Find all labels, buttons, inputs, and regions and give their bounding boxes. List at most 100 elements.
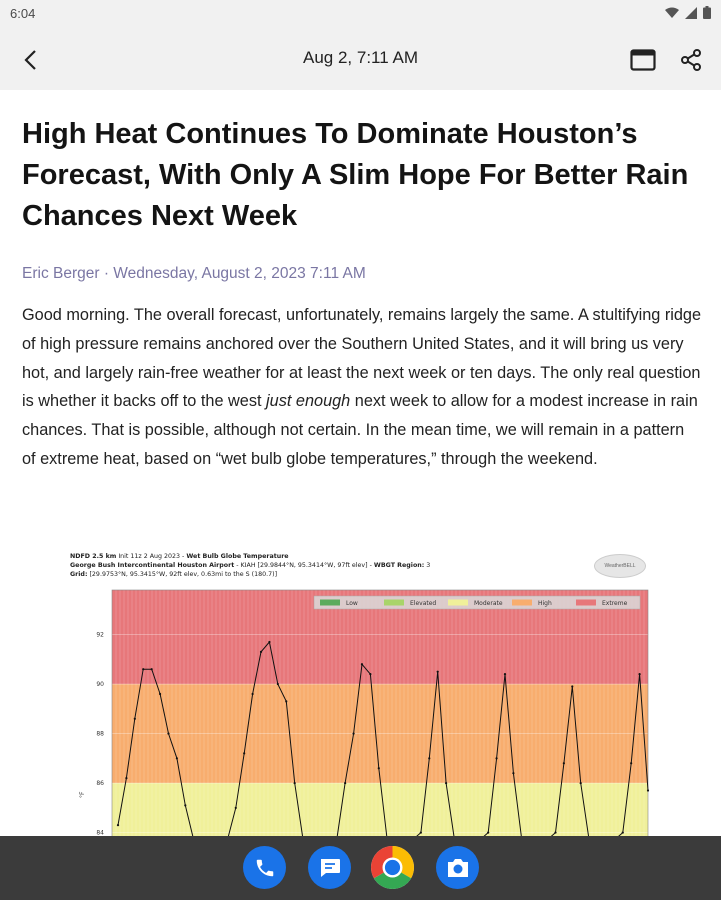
phone-app-button[interactable] bbox=[243, 846, 286, 889]
back-button[interactable] bbox=[14, 44, 46, 76]
chart-header: NDFD 2.5 km Init 11z 2 Aug 2023 - Wet Bu… bbox=[70, 552, 550, 579]
chart-region-value: 3 bbox=[424, 562, 431, 569]
app-bar: Aug 2, 7:11 AM bbox=[0, 28, 721, 90]
series-line bbox=[117, 640, 649, 840]
legend-box bbox=[313, 595, 641, 610]
y-tick-label: 84 bbox=[96, 830, 104, 837]
zone-moderate bbox=[112, 783, 648, 840]
data-point bbox=[251, 692, 254, 696]
data-point bbox=[175, 757, 178, 760]
chart-station: George Bush Intercontinental Houston Air… bbox=[70, 562, 235, 569]
chart-station-info: - KIAH [29.9844°N, 95.3414°W, 97ft elev]… bbox=[234, 562, 374, 569]
wifi-icon bbox=[665, 7, 679, 18]
chart-grid-info: [29.9753°N, 95.3415°W, 92ft elev, 0.63mi… bbox=[87, 571, 278, 578]
camera-icon bbox=[447, 858, 468, 877]
y-tick-label: 88 bbox=[96, 731, 104, 738]
chart-init: Init 11z 2 Aug 2023 - bbox=[116, 553, 187, 560]
article: High Heat Continues To Dominate Houston’… bbox=[22, 90, 702, 490]
data-point bbox=[184, 804, 187, 807]
data-point bbox=[243, 752, 246, 755]
legend-label-low: Low bbox=[346, 600, 358, 607]
legend-label-moderate: Moderate bbox=[474, 600, 503, 607]
status-icons bbox=[665, 6, 711, 19]
data-point bbox=[285, 700, 288, 703]
chart-header-line-1: NDFD 2.5 km Init 11z 2 Aug 2023 - Wet Bu… bbox=[70, 552, 550, 561]
data-point bbox=[125, 777, 128, 780]
status-time: 6:04 bbox=[10, 6, 36, 21]
chart-model: NDFD 2.5 km bbox=[70, 553, 117, 560]
data-point bbox=[428, 757, 431, 760]
wbgt-chart: 84 86 88 90 92 °F Low Elevated Moderate High Extre… bbox=[79, 589, 650, 840]
y-tick-label: 86 bbox=[96, 780, 104, 787]
data-point bbox=[259, 650, 263, 653]
messages-app-button[interactable] bbox=[308, 846, 351, 889]
legend-swatch-extreme bbox=[576, 599, 596, 606]
data-point bbox=[419, 831, 422, 834]
article-paragraph: Good morning. The overall forecast, unfo… bbox=[22, 301, 702, 474]
open-in-browser-button[interactable] bbox=[627, 44, 659, 76]
paragraph-text: Good morning. The overall forecast, unfo… bbox=[22, 306, 702, 411]
data-point bbox=[503, 673, 507, 676]
share-button[interactable] bbox=[675, 44, 707, 76]
data-point bbox=[293, 781, 296, 785]
y-tick-label: 90 bbox=[96, 681, 104, 688]
weatherbell-logo: WeatherBELL bbox=[594, 554, 646, 578]
data-point bbox=[571, 685, 574, 688]
data-point bbox=[234, 806, 237, 809]
chart-region-label: WBGT Region: bbox=[373, 562, 425, 569]
bottom-dock bbox=[0, 836, 721, 900]
data-point bbox=[167, 732, 170, 735]
wbgt-chart-figure: NDFD 2.5 km Init 11z 2 Aug 2023 - Wet Bu… bbox=[68, 550, 656, 840]
data-point bbox=[579, 781, 582, 785]
legend-swatch-elevated bbox=[384, 599, 404, 606]
chart-title: Wet Bulb Globe Temperature bbox=[186, 553, 289, 560]
data-point bbox=[444, 781, 448, 785]
phone-icon bbox=[256, 859, 273, 876]
data-point bbox=[436, 670, 439, 673]
data-point bbox=[646, 789, 650, 792]
data-point bbox=[512, 772, 515, 775]
browser-window-icon bbox=[630, 49, 656, 71]
article-headline: High Heat Continues To Dominate Houston’… bbox=[22, 118, 689, 232]
back-arrow-icon bbox=[24, 50, 36, 70]
article-byline: Eric Berger · Wednesday, August 2, 2023 … bbox=[22, 265, 366, 282]
legend-swatch-moderate bbox=[448, 599, 468, 606]
data-point bbox=[116, 824, 120, 827]
data-point bbox=[554, 831, 557, 834]
data-point bbox=[638, 673, 641, 676]
chart-header-line-3: Grid: [29.9753°N, 95.3415°W, 92ft elev, … bbox=[70, 570, 550, 579]
data-point bbox=[495, 757, 498, 760]
legend-label-high: High bbox=[538, 600, 552, 607]
signal-icon bbox=[685, 6, 697, 19]
y-tick-label: 92 bbox=[96, 632, 104, 639]
data-point bbox=[150, 668, 153, 671]
chart-header-line-2: George Bush Intercontinental Houston Air… bbox=[70, 561, 550, 570]
data-point bbox=[630, 762, 633, 765]
data-point bbox=[621, 831, 624, 834]
data-point bbox=[133, 717, 136, 720]
data-point bbox=[487, 831, 490, 834]
data-point bbox=[276, 682, 279, 686]
data-point bbox=[158, 692, 162, 696]
data-point bbox=[344, 781, 347, 785]
data-point bbox=[562, 762, 565, 765]
data-point bbox=[377, 767, 380, 770]
legend-swatch-low bbox=[320, 599, 340, 606]
data-point bbox=[352, 732, 355, 735]
app-bar-title: Aug 2, 7:11 AM bbox=[303, 48, 418, 67]
share-icon bbox=[681, 49, 701, 71]
chrome-app-button[interactable] bbox=[371, 846, 414, 889]
camera-app-button[interactable] bbox=[436, 846, 479, 889]
data-point bbox=[268, 640, 271, 644]
legend-label-extreme: Extreme bbox=[602, 600, 628, 607]
battery-icon bbox=[703, 6, 711, 19]
legend-swatch-high bbox=[512, 599, 532, 606]
chart-grid-label: Grid: bbox=[70, 571, 88, 578]
paragraph-emphasis: just enough bbox=[266, 392, 351, 411]
data-point bbox=[369, 673, 372, 676]
data-point bbox=[360, 663, 364, 666]
chrome-icon bbox=[371, 846, 414, 889]
messages-icon bbox=[320, 858, 340, 877]
plot-border bbox=[111, 589, 649, 840]
paragraph-text-end: next week to allow for a modest increase… bbox=[22, 392, 698, 468]
